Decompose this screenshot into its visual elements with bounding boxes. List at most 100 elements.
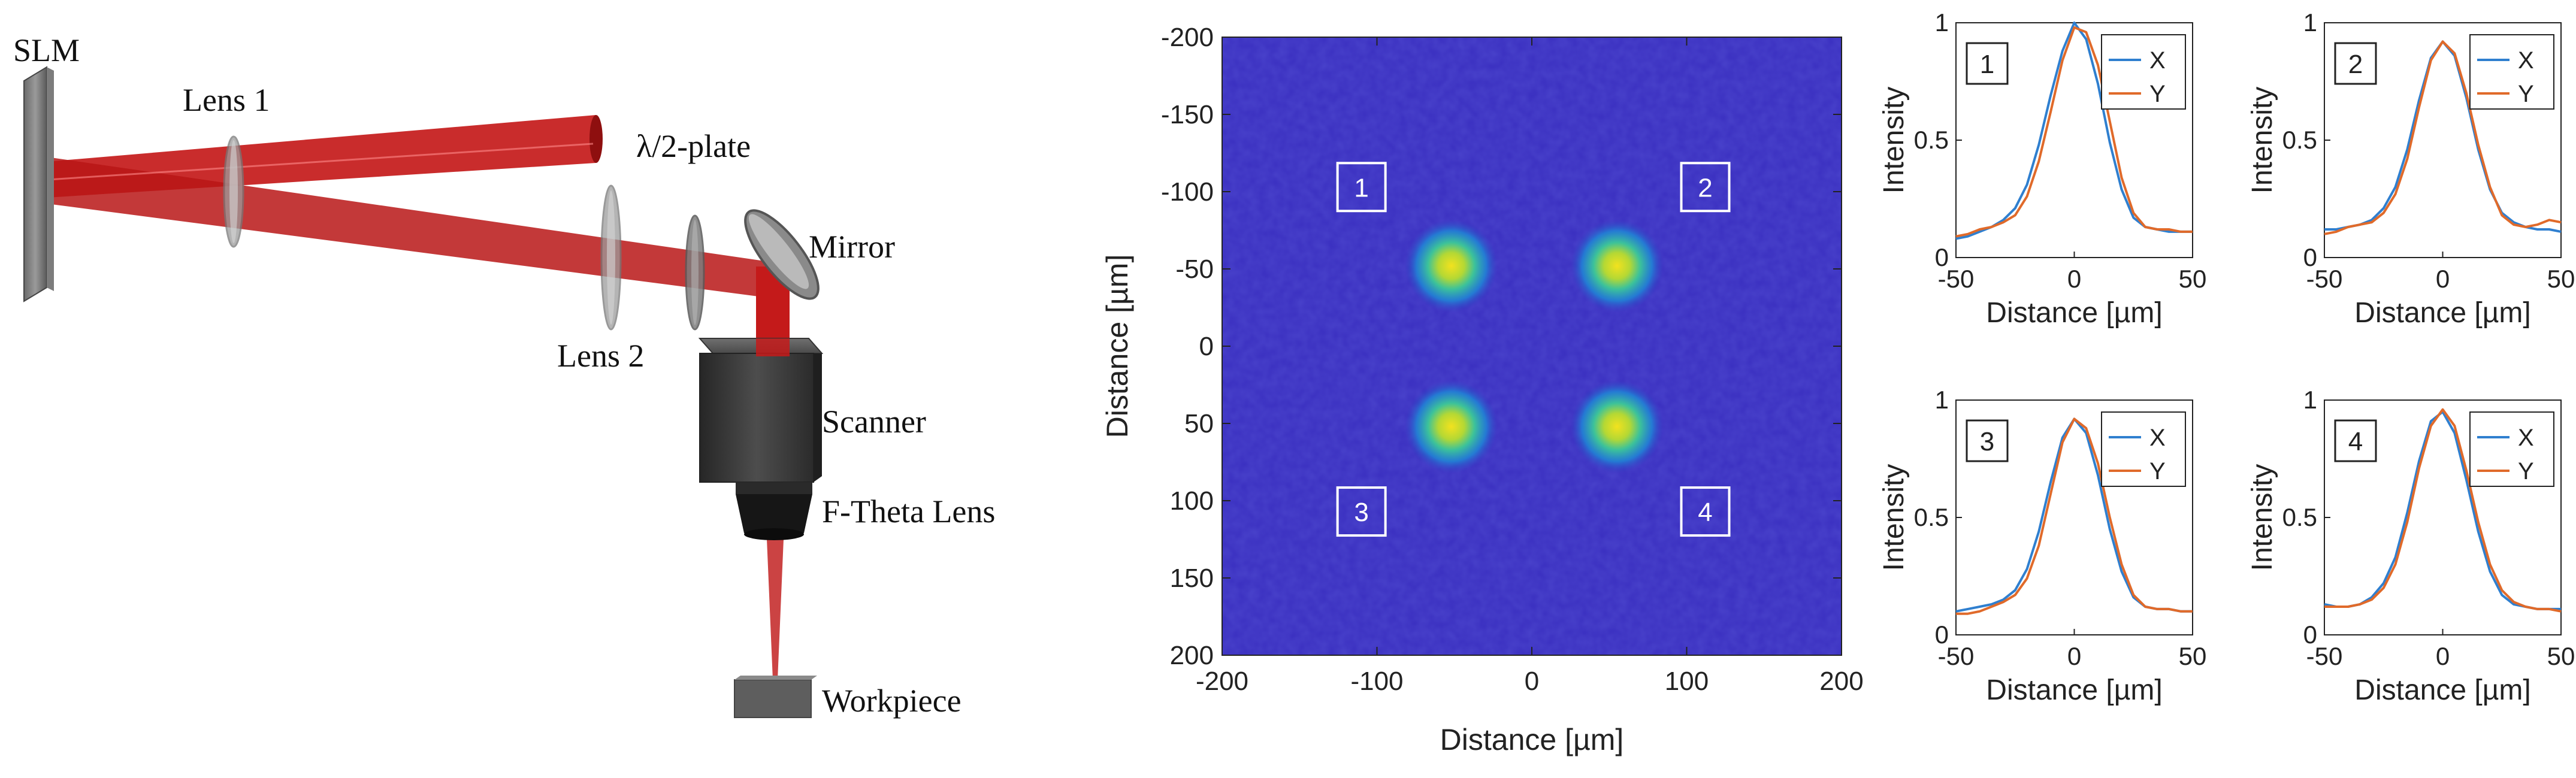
heatmap-x-tick-label: -200 (1196, 667, 1248, 696)
profile-legend-label: X (2149, 425, 2166, 451)
beam-spot-2 (1570, 219, 1664, 313)
beam-highlight (47, 143, 594, 181)
profile-y-tick-label: 0.5 (1914, 126, 1949, 154)
profile-panel-box (1966, 419, 2009, 462)
label-half-wave-plate: λ/2-plate (636, 128, 751, 164)
beam-reflected (47, 157, 782, 299)
profile-x-tick-label: 0 (2436, 642, 2450, 670)
profile-y-tick-label: 1 (2303, 386, 2317, 414)
profile-y-tick-label: 1 (2303, 8, 2317, 37)
profile-y-tick-label: 0.5 (2282, 126, 2317, 154)
profile-y-tick-label: 1 (1935, 8, 1949, 37)
profile-x-axis-label: Distance [µm] (2354, 674, 2530, 706)
beam-spot-heatmap: 1 23 4-200 -100 0 100 200-200-150-100-50050100… (1100, 23, 1864, 756)
profile-series-y (2324, 408, 2562, 613)
profile-panel-box (2334, 42, 2377, 85)
workpiece (734, 676, 817, 718)
slm-device (23, 66, 54, 302)
profile-x-axis-label: Distance [µm] (1986, 297, 2162, 329)
beam-vertical (756, 267, 790, 359)
profile-y-tick-label: 0.5 (2282, 503, 2317, 531)
label-slm: SLM (13, 32, 80, 68)
profile-legend (2101, 34, 2186, 110)
region-box-label-1: 1 (1354, 173, 1368, 202)
label-scanner: Scanner (822, 404, 926, 440)
profile-legend (2469, 411, 2554, 487)
heatmap-y-tick-label: -150 (1161, 100, 1214, 129)
mirror (744, 209, 820, 300)
heatmap-x-tick-label: 100 (1665, 667, 1709, 696)
region-box-label-2: 2 (1698, 173, 1712, 202)
profile-x-tick-label: 0 (2067, 265, 2081, 293)
laser-beam (47, 115, 790, 680)
profile-x-tick-label: 50 (2179, 642, 2207, 670)
profile-y-tick-label: 0 (1935, 620, 1949, 649)
profile-x-tick-label: 50 (2547, 642, 2575, 670)
scanner (698, 338, 824, 483)
region-box-label-4: 4 (1698, 498, 1712, 527)
profile-x-tick-label: -50 (1938, 265, 1975, 293)
profile-x-tick-label: 0 (2067, 642, 2081, 670)
region-box-label-3: 3 (1354, 498, 1368, 527)
profile-legend-label: X (2518, 425, 2534, 451)
profile-panel-number: 1 (1980, 50, 1994, 79)
heatmap-y-tick-label: 100 (1170, 486, 1214, 516)
profile-legend-label: Y (2518, 81, 2534, 107)
profile-x-tick-label: -50 (1938, 642, 1975, 670)
beam-spot-3 (1404, 380, 1498, 474)
profile-panel-box (2334, 419, 2377, 462)
heatmap-noise (1222, 37, 1842, 655)
profile-panel-number: 3 (1980, 427, 1994, 456)
profile-y-tick-label: 1 (1935, 386, 1949, 414)
profile-x-tick-label: -50 (2306, 265, 2343, 293)
profile-x-axis-label: Distance [µm] (2354, 297, 2530, 329)
heatmap-y-tick-label: 0 (1199, 332, 1214, 361)
profile-series-y (1955, 26, 2193, 238)
label-lens-2: Lens 2 (557, 338, 644, 374)
region-box-1 (1336, 162, 1387, 213)
profile-panel-number: 2 (2348, 50, 2363, 79)
profile-series-y (1956, 417, 2193, 615)
region-box-3 (1336, 486, 1387, 537)
optical-setup-diagram: SLM Lens 1 λ/2-plate Mirror Lens 2 Scann… (13, 32, 995, 719)
region-box-4 (1680, 486, 1731, 537)
beam-spot-4 (1570, 380, 1664, 474)
profile-legend (2101, 411, 2186, 487)
heatmap-y-tick-label: -200 (1161, 23, 1214, 52)
profile-legend-label: X (2518, 47, 2534, 74)
profile-y-axis-label: Intensity (1878, 464, 1910, 571)
beam-input-aperture (589, 115, 603, 163)
profile-x-tick-label: 0 (2436, 265, 2450, 293)
label-mirror: Mirror (809, 229, 895, 265)
profile-y-tick-label: 0 (2303, 243, 2317, 271)
heatmap-x-tick-label: -100 (1350, 667, 1403, 696)
lens-2 (600, 184, 622, 331)
profile-y-axis-label: Intensity (2247, 464, 2278, 571)
heatmap-y-tick-label: 200 (1170, 641, 1214, 670)
heatmap-x-tick-label: 200 (1819, 667, 1863, 696)
beam-focus-cone (767, 539, 784, 680)
profile-series-y (2324, 40, 2562, 235)
profile-panel-box (1966, 42, 2009, 85)
beam-spot-1 (1404, 219, 1498, 313)
profile-legend-label: X (2149, 47, 2166, 74)
label-workpiece: Workpiece (822, 683, 962, 719)
profile-y-axis-label: Intensity (2247, 87, 2278, 194)
profile-x-tick-label: 50 (2547, 265, 2575, 293)
heatmap-y-tick-label: 150 (1170, 564, 1214, 593)
profile-y-tick-label: 0.5 (1914, 503, 1949, 531)
profile-y-tick-label: 0 (1935, 243, 1949, 271)
half-wave-plate (685, 214, 705, 331)
profile-panel-number: 4 (2348, 427, 2363, 456)
f-theta-lens (736, 482, 812, 540)
heatmap-x-tick-label: 0 (1525, 667, 1539, 696)
heatmap-y-axis-label: Distance [µm] (1100, 255, 1134, 438)
label-lens-1: Lens 1 (183, 82, 270, 118)
profile-x-tick-label: -50 (2306, 642, 2343, 670)
